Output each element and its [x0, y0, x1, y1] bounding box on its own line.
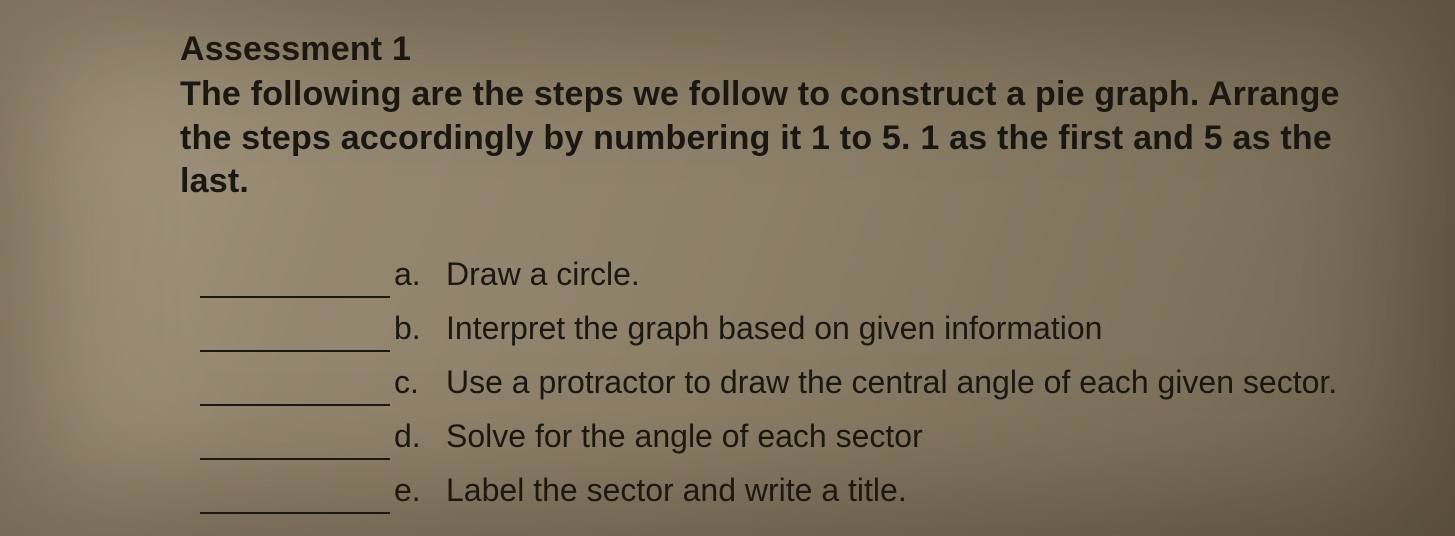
answer-blank[interactable]	[200, 270, 390, 298]
assessment-title: Assessment 1	[180, 30, 1415, 69]
answer-blank[interactable]	[200, 378, 390, 406]
item-text: Use a protractor to draw the central ang…	[446, 358, 1415, 406]
answer-blank[interactable]	[200, 432, 390, 460]
list-item: b. Interpret the graph based on given in…	[200, 304, 1415, 352]
assessment-instructions: The following are the steps we follow to…	[180, 73, 1400, 204]
item-text: Label the sector and write a title.	[446, 466, 1415, 514]
list-item: c. Use a protractor to draw the central …	[200, 358, 1415, 406]
answer-blank[interactable]	[200, 486, 390, 514]
list-item: a. Draw a circle.	[200, 250, 1415, 298]
items-list: a. Draw a circle. b. Interpret the graph…	[200, 250, 1415, 514]
list-item: e. Label the sector and write a title.	[200, 466, 1415, 514]
item-letter: b.	[394, 304, 446, 352]
item-letter: e.	[394, 466, 446, 514]
item-text: Interpret the graph based on given infor…	[446, 304, 1415, 352]
list-item: d. Solve for the angle of each sector	[200, 412, 1415, 460]
item-letter: c.	[394, 358, 446, 406]
item-text: Draw a circle.	[446, 250, 1415, 298]
item-letter: a.	[394, 250, 446, 298]
item-text: Solve for the angle of each sector	[446, 412, 1415, 460]
answer-blank[interactable]	[200, 324, 390, 352]
assessment-page: Assessment 1 The following are the steps…	[0, 0, 1455, 514]
item-letter: d.	[394, 412, 446, 460]
